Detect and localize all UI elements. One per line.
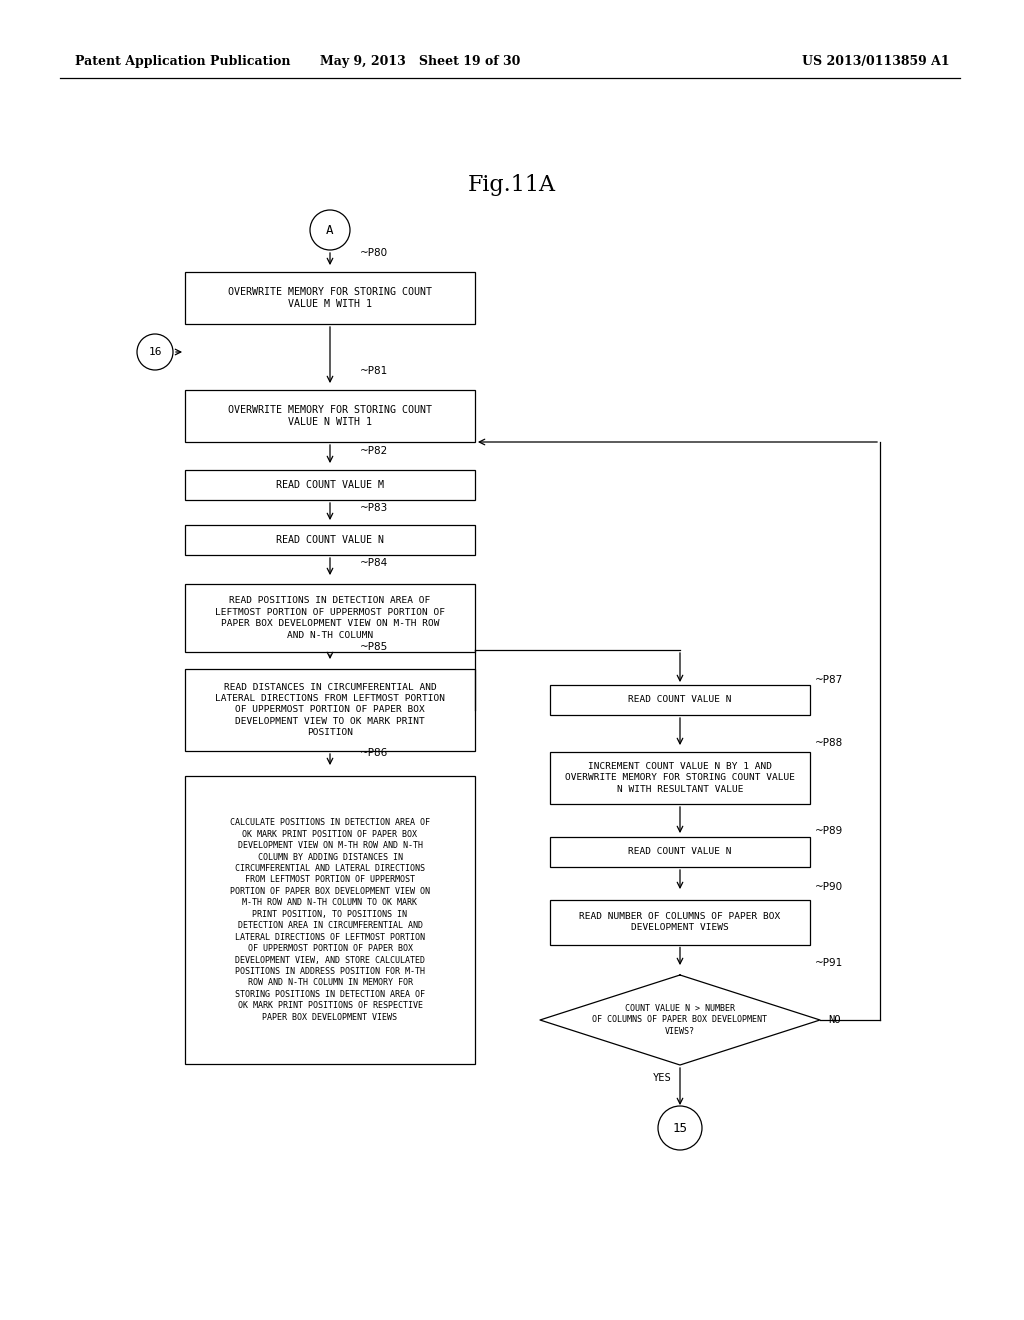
- FancyBboxPatch shape: [550, 685, 810, 715]
- Text: ~P86: ~P86: [360, 748, 388, 758]
- Text: OVERWRITE MEMORY FOR STORING COUNT
VALUE N WITH 1: OVERWRITE MEMORY FOR STORING COUNT VALUE…: [228, 405, 432, 428]
- FancyBboxPatch shape: [185, 389, 475, 442]
- Text: READ POSITIONS IN DETECTION AREA OF
LEFTMOST PORTION OF UPPERMOST PORTION OF
PAP: READ POSITIONS IN DETECTION AREA OF LEFT…: [215, 597, 445, 640]
- Text: INCREMENT COUNT VALUE N BY 1 AND
OVERWRITE MEMORY FOR STORING COUNT VALUE
N WITH: INCREMENT COUNT VALUE N BY 1 AND OVERWRI…: [565, 762, 795, 793]
- Text: May 9, 2013   Sheet 19 of 30: May 9, 2013 Sheet 19 of 30: [319, 55, 520, 69]
- FancyBboxPatch shape: [185, 669, 475, 751]
- Text: READ COUNT VALUE N: READ COUNT VALUE N: [629, 847, 732, 857]
- Text: CALCULATE POSITIONS IN DETECTION AREA OF
OK MARK PRINT POSITION OF PAPER BOX
DEV: CALCULATE POSITIONS IN DETECTION AREA OF…: [230, 818, 430, 1022]
- Text: ~P81: ~P81: [360, 366, 388, 376]
- Text: READ NUMBER OF COLUMNS OF PAPER BOX
DEVELOPMENT VIEWS: READ NUMBER OF COLUMNS OF PAPER BOX DEVE…: [580, 912, 780, 932]
- Text: ~P91: ~P91: [815, 958, 843, 968]
- FancyBboxPatch shape: [185, 525, 475, 554]
- Circle shape: [137, 334, 173, 370]
- Text: 15: 15: [673, 1122, 687, 1134]
- Text: READ COUNT VALUE N: READ COUNT VALUE N: [276, 535, 384, 545]
- FancyBboxPatch shape: [185, 583, 475, 652]
- FancyBboxPatch shape: [550, 752, 810, 804]
- Circle shape: [658, 1106, 702, 1150]
- Text: READ COUNT VALUE N: READ COUNT VALUE N: [629, 696, 732, 705]
- Text: A: A: [327, 223, 334, 236]
- Text: OVERWRITE MEMORY FOR STORING COUNT
VALUE M WITH 1: OVERWRITE MEMORY FOR STORING COUNT VALUE…: [228, 286, 432, 309]
- Text: READ DISTANCES IN CIRCUMFERENTIAL AND
LATERAL DIRECTIONS FROM LEFTMOST PORTION
O: READ DISTANCES IN CIRCUMFERENTIAL AND LA…: [215, 682, 445, 738]
- Text: READ COUNT VALUE M: READ COUNT VALUE M: [276, 480, 384, 490]
- Text: Patent Application Publication: Patent Application Publication: [75, 55, 291, 69]
- Text: ~P82: ~P82: [360, 446, 388, 455]
- Circle shape: [310, 210, 350, 249]
- Text: ~P90: ~P90: [815, 882, 843, 892]
- Text: Fig.11A: Fig.11A: [468, 174, 556, 195]
- Text: COUNT VALUE N > NUMBER
OF COLUMNS OF PAPER BOX DEVELOPMENT
VIEWS?: COUNT VALUE N > NUMBER OF COLUMNS OF PAP…: [593, 1005, 768, 1036]
- Text: 16: 16: [148, 347, 162, 356]
- FancyBboxPatch shape: [550, 899, 810, 945]
- FancyBboxPatch shape: [185, 776, 475, 1064]
- FancyBboxPatch shape: [185, 272, 475, 323]
- FancyBboxPatch shape: [185, 470, 475, 500]
- Text: ~P88: ~P88: [815, 738, 843, 748]
- Text: ~P84: ~P84: [360, 558, 388, 568]
- Text: ~P85: ~P85: [360, 642, 388, 652]
- Text: ~P87: ~P87: [815, 675, 843, 685]
- Text: NO: NO: [828, 1015, 841, 1026]
- Text: US 2013/0113859 A1: US 2013/0113859 A1: [803, 55, 950, 69]
- FancyBboxPatch shape: [550, 837, 810, 867]
- Text: ~P89: ~P89: [815, 826, 843, 836]
- Text: ~P80: ~P80: [360, 248, 388, 257]
- Text: ~P83: ~P83: [360, 503, 388, 513]
- Text: YES: YES: [652, 1073, 672, 1082]
